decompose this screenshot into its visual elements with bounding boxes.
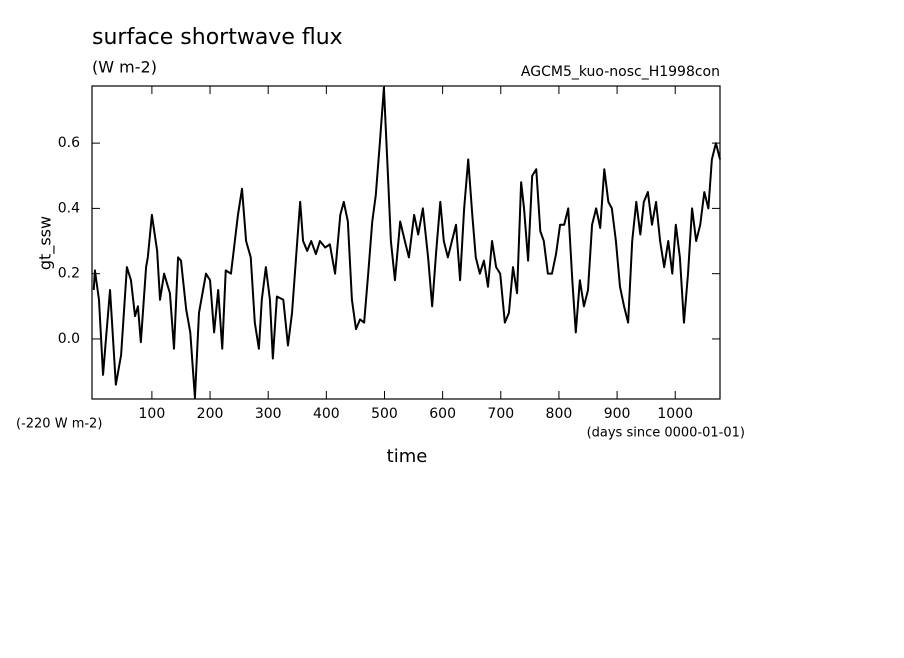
- x-tick-label: 700: [487, 406, 514, 422]
- offset-note: (-220 W m-2): [16, 417, 102, 432]
- x-tick-label: 1000: [657, 406, 693, 422]
- x-tick-label: 400: [313, 406, 340, 422]
- run-annotation: AGCM5_kuo-nosc_H1998con: [521, 64, 720, 80]
- x-tick-label: 600: [429, 406, 456, 422]
- y-tick-label: 0.4: [58, 200, 80, 216]
- data-line: [92, 86, 721, 399]
- x-tick-label: 200: [197, 406, 224, 422]
- x-units-note: (days since 0000-01-01): [587, 426, 745, 441]
- x-tick-label: 500: [371, 406, 398, 422]
- x-axis-label: time: [387, 446, 428, 467]
- y-tick-label: 0.2: [58, 266, 80, 282]
- chart-subtitle: (W m-2): [92, 58, 157, 77]
- chart-title: surface shortwave flux: [92, 25, 343, 50]
- y-tick-label: 0.0: [58, 331, 80, 347]
- plot-frame: [91, 85, 721, 400]
- x-tick-label: 800: [546, 406, 573, 422]
- x-tick-label: 900: [604, 406, 631, 422]
- x-tick-label: 300: [255, 406, 282, 422]
- x-tick-label: 100: [139, 406, 166, 422]
- y-tick-label: 0.6: [58, 135, 80, 151]
- y-axis-label: gt_ssw: [36, 216, 56, 270]
